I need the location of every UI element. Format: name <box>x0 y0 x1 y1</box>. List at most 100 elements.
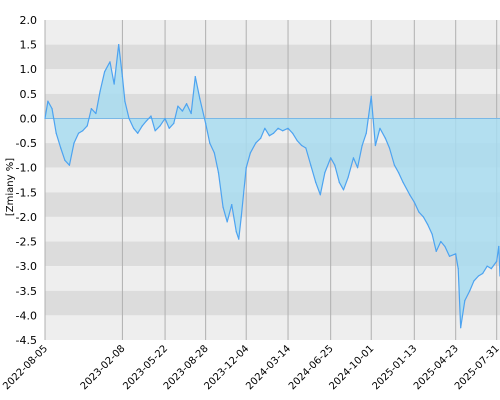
data-point <box>338 181 340 184</box>
y-tick-label: 1.0 <box>20 63 38 76</box>
data-point <box>150 115 152 117</box>
data-point <box>68 164 71 166</box>
data-point <box>477 275 480 277</box>
data-point <box>109 61 111 63</box>
data-point <box>173 122 175 124</box>
data-point <box>440 240 442 243</box>
data-point <box>51 108 53 110</box>
y-tick-label: -3.0 <box>16 260 37 273</box>
data-point <box>60 147 62 149</box>
data-point <box>310 164 312 166</box>
data-point <box>330 157 332 159</box>
data-point <box>90 108 92 110</box>
data-point <box>374 144 376 147</box>
data-point <box>159 125 161 127</box>
y-tick-label: -0.5 <box>16 137 37 150</box>
data-point <box>145 120 148 122</box>
data-point <box>95 112 97 115</box>
data-point <box>460 327 462 329</box>
data-point <box>352 157 355 159</box>
data-point <box>205 122 207 124</box>
data-point <box>457 268 459 270</box>
data-point <box>141 125 143 127</box>
background-band <box>45 266 500 291</box>
data-point <box>260 137 262 139</box>
background-band <box>45 290 500 316</box>
data-point <box>277 127 279 129</box>
y-tick-label: -1.5 <box>16 186 37 199</box>
data-point <box>272 132 275 134</box>
data-point <box>334 164 336 166</box>
data-point <box>498 245 500 248</box>
data-point <box>222 206 224 208</box>
data-point <box>118 44 120 46</box>
y-axis-label: [Zmiany %] <box>5 158 16 216</box>
y-tick-label: 1.5 <box>20 39 38 52</box>
data-point <box>190 112 192 115</box>
data-point <box>268 135 270 137</box>
y-tick-label: 2.0 <box>20 14 38 27</box>
data-point <box>291 132 294 134</box>
data-point <box>121 76 124 78</box>
data-point <box>319 194 321 196</box>
data-point <box>361 144 363 147</box>
data-point <box>168 127 170 129</box>
data-point <box>44 117 46 120</box>
data-point <box>194 76 196 78</box>
x-tick-label: 2023-02-08 <box>79 343 128 392</box>
data-point <box>448 255 451 257</box>
data-point <box>199 98 201 100</box>
data-point <box>455 253 457 255</box>
data-point <box>249 152 251 154</box>
background-band <box>45 20 500 45</box>
data-point <box>379 127 381 129</box>
background-band <box>45 44 500 70</box>
data-point <box>324 172 326 174</box>
y-tick-label: -1.0 <box>16 162 37 175</box>
y-tick-label: 0.0 <box>20 112 38 125</box>
data-point <box>469 290 471 292</box>
data-point <box>164 117 166 120</box>
data-point <box>418 211 420 213</box>
data-point <box>231 204 233 206</box>
y-tick-label: -4.0 <box>16 309 37 322</box>
data-point <box>240 216 242 218</box>
series-area <box>45 44 500 328</box>
data-point <box>181 110 184 112</box>
data-point <box>73 142 75 144</box>
data-point <box>128 117 130 120</box>
data-point <box>55 132 57 134</box>
data-point <box>342 189 345 191</box>
data-point <box>496 260 498 262</box>
y-tick-label: -2.0 <box>16 211 37 224</box>
data-point <box>235 231 237 233</box>
data-point <box>287 127 289 129</box>
data-point <box>124 100 126 102</box>
data-point <box>47 100 49 102</box>
area-layer <box>45 44 500 328</box>
x-tick-label: 2024-03-14 <box>244 343 293 392</box>
y-tick-label: -3.5 <box>16 285 37 298</box>
line-layer <box>44 44 500 329</box>
data-point <box>185 103 188 105</box>
background-band <box>45 315 500 340</box>
data-point <box>226 221 228 223</box>
data-point <box>154 130 156 132</box>
data-point <box>397 172 400 174</box>
data-point <box>245 167 247 169</box>
data-point <box>217 172 220 174</box>
data-point <box>444 245 446 248</box>
data-point <box>86 125 88 127</box>
data-point <box>413 201 415 203</box>
background-band <box>45 241 500 267</box>
data-point <box>464 300 466 302</box>
background-band <box>45 216 500 242</box>
data-point <box>402 181 404 184</box>
data-point <box>490 268 492 270</box>
x-tick-label: 2022-08-05 <box>1 343 50 392</box>
y-tick-labels: 2.0 1.5 1.0 0.5 0.0 -0.5 -1.0 -1.5 -2.0 -2.5 -3.0 -… <box>16 14 37 347</box>
data-point <box>305 147 307 149</box>
data-point <box>296 140 298 142</box>
